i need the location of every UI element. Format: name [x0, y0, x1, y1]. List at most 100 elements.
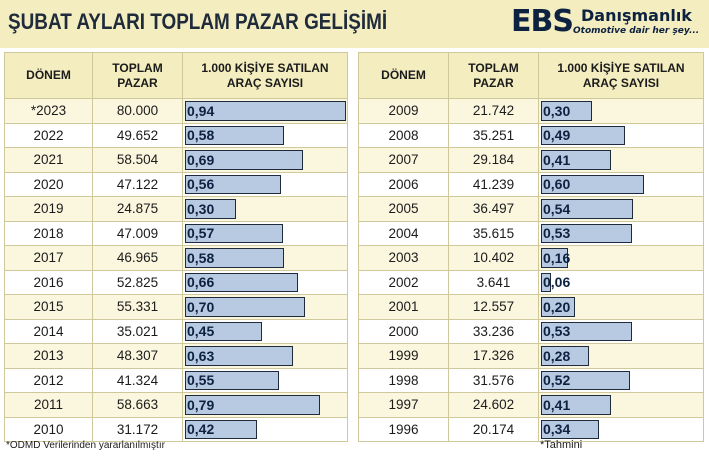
table-row: 1996 20.174 0,34: [358, 416, 704, 442]
period-cell: 2001: [358, 294, 449, 320]
per-1000-bar: [185, 199, 236, 219]
table-row: 2014 35.021 0,45: [4, 318, 348, 344]
period-cell: 2007: [358, 147, 449, 173]
per-1000-value-label: 0,30: [187, 200, 215, 217]
per-1000-bar: [541, 419, 599, 439]
table-row: 2019 24.875 0,30: [4, 196, 348, 222]
logo-ebs-text: EBS: [511, 4, 574, 39]
per-1000-bar-cell: 0,42: [182, 416, 348, 442]
per-1000-bar: [185, 297, 305, 317]
table-row: 2005 36.497 0,54: [358, 196, 704, 222]
per-1000-bar: [541, 395, 611, 415]
total-market-cell: 24.602: [448, 392, 539, 418]
total-market-cell: 41.324: [92, 367, 183, 393]
table-row: 2007 29.184 0,41: [358, 147, 704, 173]
total-market-cell: 41.239: [448, 171, 539, 197]
per-1000-bar-cell: 0,58: [182, 245, 348, 271]
total-market-cell: 58.504: [92, 147, 183, 173]
per-1000-value-label: 0,58: [187, 249, 215, 266]
period-cell: 2011: [4, 392, 93, 418]
per-1000-bar: [185, 248, 284, 268]
header-per-1000: 1.000 KİŞİYE SATILAN ARAÇ SAYISI: [182, 52, 348, 99]
table-row: 1997 24.602 0,41: [358, 392, 704, 418]
total-market-cell: 12.557: [448, 294, 539, 320]
per-1000-bar-cell: 0,34: [538, 416, 704, 442]
market-table-right: DÖNEM TOPLAM PAZAR 1.000 KİŞİYE SATILAN …: [358, 52, 704, 442]
table-row: 1999 17.326 0,28: [358, 343, 704, 369]
per-1000-value-label: 0,16: [543, 249, 571, 266]
per-1000-bar-cell: 0,16: [538, 245, 704, 271]
period-cell: 1998: [358, 367, 449, 393]
per-1000-bar: [541, 101, 592, 121]
table-row: 2012 41.324 0,55: [4, 367, 348, 393]
ebs-logo: EBS Danışmanlık Otomotive dair her şey..…: [511, 4, 701, 44]
table-row: 2000 33.236 0,53: [358, 318, 704, 344]
per-1000-bar: [185, 395, 320, 415]
per-1000-bar: [541, 370, 630, 390]
per-1000-value-label: 0,45: [187, 323, 215, 340]
logo-tagline: Otomotive dair her şey...: [573, 26, 700, 36]
per-1000-value-label: 0,55: [187, 372, 215, 389]
total-market-cell: 17.326: [448, 343, 539, 369]
total-market-cell: 33.236: [448, 318, 539, 344]
per-1000-bar: [541, 223, 632, 243]
total-market-cell: 24.875: [92, 196, 183, 222]
total-market-cell: 48.307: [92, 343, 183, 369]
per-1000-value-label: 0,28: [543, 347, 571, 364]
table-row: 2003 10.402 0,16: [358, 245, 704, 271]
table-row: 2016 52.825 0,66: [4, 269, 348, 295]
period-cell: 1997: [358, 392, 449, 418]
table-row: 1998 31.576 0,52: [358, 367, 704, 393]
estimate-footnote: *Tahmini: [540, 439, 583, 451]
per-1000-value-label: 0,34: [543, 421, 571, 438]
per-1000-value-label: 0,57: [187, 225, 215, 242]
per-1000-value-label: 0,41: [543, 396, 571, 413]
table-row: 2018 47.009 0,57: [4, 220, 348, 246]
period-cell: 2002: [358, 269, 449, 295]
total-market-cell: 47.009: [92, 220, 183, 246]
per-1000-bar-cell: 0,53: [538, 220, 704, 246]
table-row: 2011 58.663 0,79: [4, 392, 348, 418]
per-1000-bar-cell: 0,20: [538, 294, 704, 320]
period-cell: 2018: [4, 220, 93, 246]
per-1000-value-label: 0,66: [187, 274, 215, 291]
per-1000-bar-cell: 0,30: [182, 196, 348, 222]
total-market-cell: 80.000: [92, 98, 183, 124]
per-1000-bar: [185, 370, 279, 390]
per-1000-bar: [541, 248, 568, 268]
per-1000-bar-cell: 0,45: [182, 318, 348, 344]
per-1000-bar-cell: 0,69: [182, 147, 348, 173]
total-market-cell: 3.641: [448, 269, 539, 295]
table-row: 2017 46.965 0,58: [4, 245, 348, 271]
per-1000-bar: [185, 321, 262, 341]
per-1000-bar-cell: 0,57: [182, 220, 348, 246]
per-1000-bar-cell: 0,60: [538, 171, 704, 197]
per-1000-value-label: 0,70: [187, 298, 215, 315]
per-1000-value-label: 0,42: [187, 421, 215, 438]
total-market-cell: 55.331: [92, 294, 183, 320]
period-cell: 1999: [358, 343, 449, 369]
per-1000-value-label: 0,58: [187, 127, 215, 144]
total-market-cell: 20.174: [448, 416, 539, 442]
header-per-1000: 1.000 KİŞİYE SATILAN ARAÇ SAYISI: [538, 52, 704, 99]
per-1000-value-label: 0,52: [543, 372, 571, 389]
total-market-cell: 35.251: [448, 122, 539, 148]
header-period: DÖNEM: [4, 52, 93, 99]
per-1000-bar-cell: 0,56: [182, 171, 348, 197]
total-market-cell: 47.122: [92, 171, 183, 197]
per-1000-bar-cell: 0,52: [538, 367, 704, 393]
per-1000-bar: [541, 321, 632, 341]
total-market-cell: 36.497: [448, 196, 539, 222]
per-1000-bar: [541, 346, 589, 366]
table-row: 2010 31.172 0,42: [4, 416, 348, 442]
period-cell: 2004: [358, 220, 449, 246]
per-1000-bar-cell: 0,28: [538, 343, 704, 369]
header-total-market: TOPLAM PAZAR: [92, 52, 183, 99]
period-cell: 2017: [4, 245, 93, 271]
table-row: *2023 80.000 0,94: [4, 98, 348, 124]
table-row: 2002 3.641 0,06: [358, 269, 704, 295]
table-row: 2013 48.307 0,63: [4, 343, 348, 369]
per-1000-value-label: 0,94: [187, 102, 215, 119]
header-band: ŞUBAT AYLARI TOPLAM PAZAR GELİŞİMİ EBS D…: [0, 0, 709, 48]
table-row: 2022 49.652 0,58: [4, 122, 348, 148]
